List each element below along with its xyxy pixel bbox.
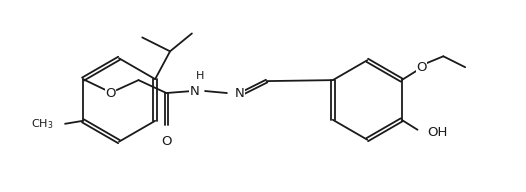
Text: O: O [106,87,116,99]
Text: O: O [416,61,427,74]
Text: N: N [189,84,199,98]
Text: O: O [161,135,171,148]
Text: N: N [235,87,245,99]
Text: CH$_3$: CH$_3$ [31,117,53,131]
Text: OH: OH [428,126,448,139]
Text: H: H [196,71,204,81]
